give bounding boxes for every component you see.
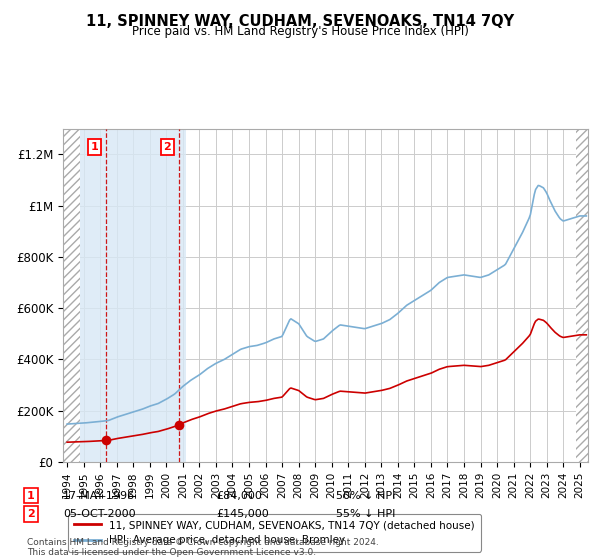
Bar — [575, 129, 588, 462]
Text: 50% ↓ HPI: 50% ↓ HPI — [336, 491, 395, 501]
Text: 2: 2 — [163, 142, 171, 152]
Text: 11, SPINNEY WAY, CUDHAM, SEVENOAKS, TN14 7QY: 11, SPINNEY WAY, CUDHAM, SEVENOAKS, TN14… — [86, 14, 514, 29]
Legend: 11, SPINNEY WAY, CUDHAM, SEVENOAKS, TN14 7QY (detached house), HPI: Average pric: 11, SPINNEY WAY, CUDHAM, SEVENOAKS, TN14… — [68, 514, 481, 552]
Bar — [63, 129, 80, 462]
Text: 55% ↓ HPI: 55% ↓ HPI — [336, 509, 395, 519]
Text: 1: 1 — [91, 142, 98, 152]
Bar — [80, 129, 186, 462]
Text: £84,000: £84,000 — [216, 491, 262, 501]
Text: £145,000: £145,000 — [216, 509, 269, 519]
Text: 17-MAY-1996: 17-MAY-1996 — [63, 491, 135, 501]
Text: 05-OCT-2000: 05-OCT-2000 — [63, 509, 136, 519]
Text: 2: 2 — [27, 509, 35, 519]
Text: 1: 1 — [27, 491, 35, 501]
Text: Contains HM Land Registry data © Crown copyright and database right 2024.
This d: Contains HM Land Registry data © Crown c… — [27, 538, 379, 557]
Text: Price paid vs. HM Land Registry's House Price Index (HPI): Price paid vs. HM Land Registry's House … — [131, 25, 469, 38]
